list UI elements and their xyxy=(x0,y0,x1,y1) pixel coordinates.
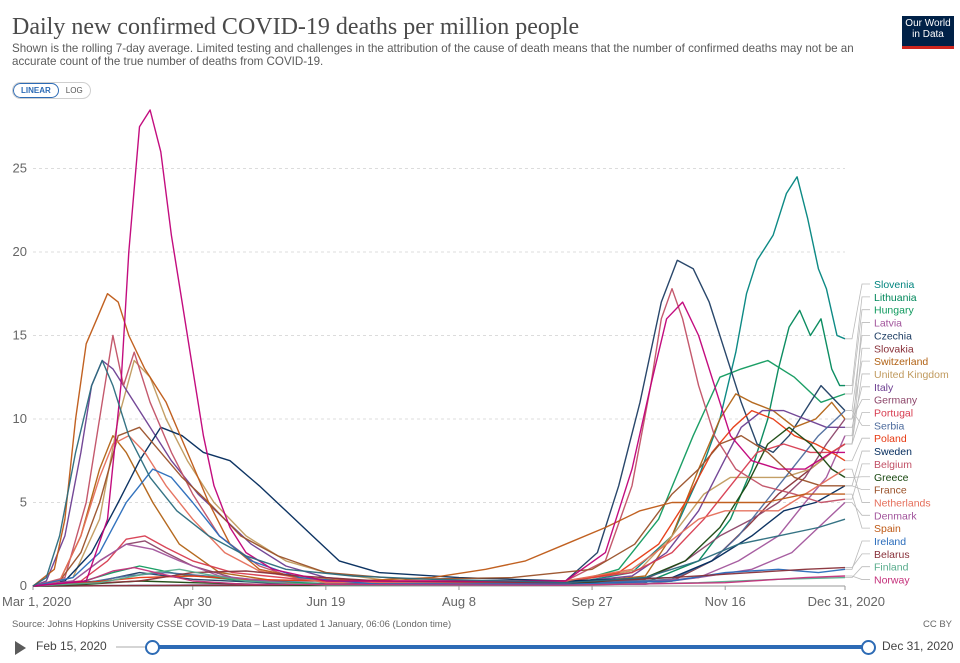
timeline-start-handle[interactable] xyxy=(145,640,160,655)
chart-title: Daily new confirmed COVID-19 deaths per … xyxy=(12,14,580,40)
legend-connector xyxy=(845,502,870,516)
y-tick-label: 15 xyxy=(13,327,27,342)
chart-subtitle: Shown is the rolling 7-day average. Limi… xyxy=(12,42,854,68)
series-line xyxy=(32,443,846,587)
legend-connector xyxy=(845,553,870,569)
legend-label: Netherlands xyxy=(874,497,931,509)
series-line xyxy=(32,109,845,587)
series-line xyxy=(32,359,846,587)
legend-connector xyxy=(845,322,870,437)
legend-label: Serbia xyxy=(874,420,905,432)
legend-label: Latvia xyxy=(874,318,902,330)
owid-logo[interactable]: Our World in Data xyxy=(902,16,954,49)
legend-label: Slovenia xyxy=(874,279,914,291)
legend-connector xyxy=(845,437,870,462)
x-tick-label: Mar 1, 2020 xyxy=(2,594,71,609)
timeline-selected-range xyxy=(152,645,868,649)
y-tick-label: 25 xyxy=(13,160,27,175)
legend-label: Ireland xyxy=(874,536,906,548)
x-tick-label: Dec 31, 2020 xyxy=(808,594,885,609)
license-label[interactable]: CC BY xyxy=(922,619,952,630)
series-line xyxy=(32,468,846,587)
y-tick-label: 10 xyxy=(13,411,27,426)
legend-connector xyxy=(845,493,870,529)
legend-label: United Kingdom xyxy=(874,369,949,381)
series-line xyxy=(32,409,846,587)
legend-label: Hungary xyxy=(874,305,914,317)
y-tick-label: 5 xyxy=(20,494,27,509)
scale-toggle: LINEAR LOG xyxy=(12,82,91,99)
series-line xyxy=(32,176,846,587)
legend-label: Spain xyxy=(874,523,901,535)
series-line xyxy=(32,309,845,587)
legend-label: Greece xyxy=(874,472,909,484)
legend-connector xyxy=(845,575,870,580)
legend-label: Finland xyxy=(874,562,909,574)
source-note: Source: Johns Hopkins University CSSE CO… xyxy=(12,619,452,630)
legend-label: France xyxy=(874,485,907,497)
legend-connector xyxy=(845,309,870,395)
series-line xyxy=(32,443,846,587)
series-line xyxy=(32,568,846,587)
line-chart: 0 5 10 15 20 25 Mar 1, 2020 Apr 30 Jun 19 Aug 8 Se… xyxy=(2,109,949,609)
legend-connector xyxy=(845,386,870,428)
series-line xyxy=(32,259,846,587)
legend-label: Belgium xyxy=(874,459,912,471)
legend-connector xyxy=(845,476,870,478)
x-tick-label: Apr 30 xyxy=(174,594,212,609)
legend-label: Denmark xyxy=(874,510,917,522)
legend-label: Germany xyxy=(874,395,918,407)
legend-label: Lithuania xyxy=(874,292,917,304)
legend-label: Italy xyxy=(874,382,894,394)
logo-line-2: in Data xyxy=(912,29,944,40)
log-scale-button[interactable]: LOG xyxy=(65,86,83,95)
timeline: Feb 15, 2020 Dec 31, 2020 xyxy=(0,636,960,660)
legend-connector xyxy=(845,283,870,340)
y-tick-label: 20 xyxy=(13,244,27,259)
series-line xyxy=(32,293,845,587)
legend-label: Sweden xyxy=(874,446,912,458)
legend-label: Norway xyxy=(874,575,910,587)
series-line xyxy=(32,359,845,587)
legend-label: Poland xyxy=(874,433,907,445)
series-line xyxy=(32,435,846,587)
linear-scale-button[interactable]: LINEAR xyxy=(13,83,59,98)
timeline-end-label: Dec 31, 2020 xyxy=(882,639,954,653)
legend-connector xyxy=(845,410,870,426)
timeline-end-handle[interactable] xyxy=(861,640,876,655)
series-line xyxy=(32,359,846,587)
legend-label: Czechia xyxy=(874,330,912,342)
legend-label: Slovakia xyxy=(874,343,914,355)
legend-connector xyxy=(845,412,870,445)
x-tick-label: Aug 8 xyxy=(442,594,476,609)
legend-connector xyxy=(845,566,870,579)
series-line xyxy=(32,426,846,587)
legend-label: Belarus xyxy=(874,549,910,561)
legend-label: Switzerland xyxy=(874,356,928,368)
legend-connector xyxy=(845,540,870,570)
x-tick-label: Jun 19 xyxy=(306,594,345,609)
play-icon[interactable] xyxy=(15,641,26,655)
series-line xyxy=(32,426,846,587)
x-tick-label: Sep 27 xyxy=(571,594,612,609)
y-tick-label: 0 xyxy=(20,578,27,593)
legend-connector xyxy=(845,347,870,445)
series-line xyxy=(32,501,846,587)
logo-line-1: Our World xyxy=(905,18,951,29)
legend-connector xyxy=(845,468,870,503)
legend-connector xyxy=(845,485,870,491)
legend-connector xyxy=(845,463,870,500)
timeline-start-label: Feb 15, 2020 xyxy=(36,639,107,653)
legend-connector xyxy=(845,399,870,420)
legend-label: Portugal xyxy=(874,408,913,420)
series-line xyxy=(32,359,846,587)
series-line xyxy=(32,393,846,587)
legend-connector xyxy=(845,296,870,386)
x-tick-label: Nov 16 xyxy=(705,594,746,609)
series-line xyxy=(32,566,846,587)
